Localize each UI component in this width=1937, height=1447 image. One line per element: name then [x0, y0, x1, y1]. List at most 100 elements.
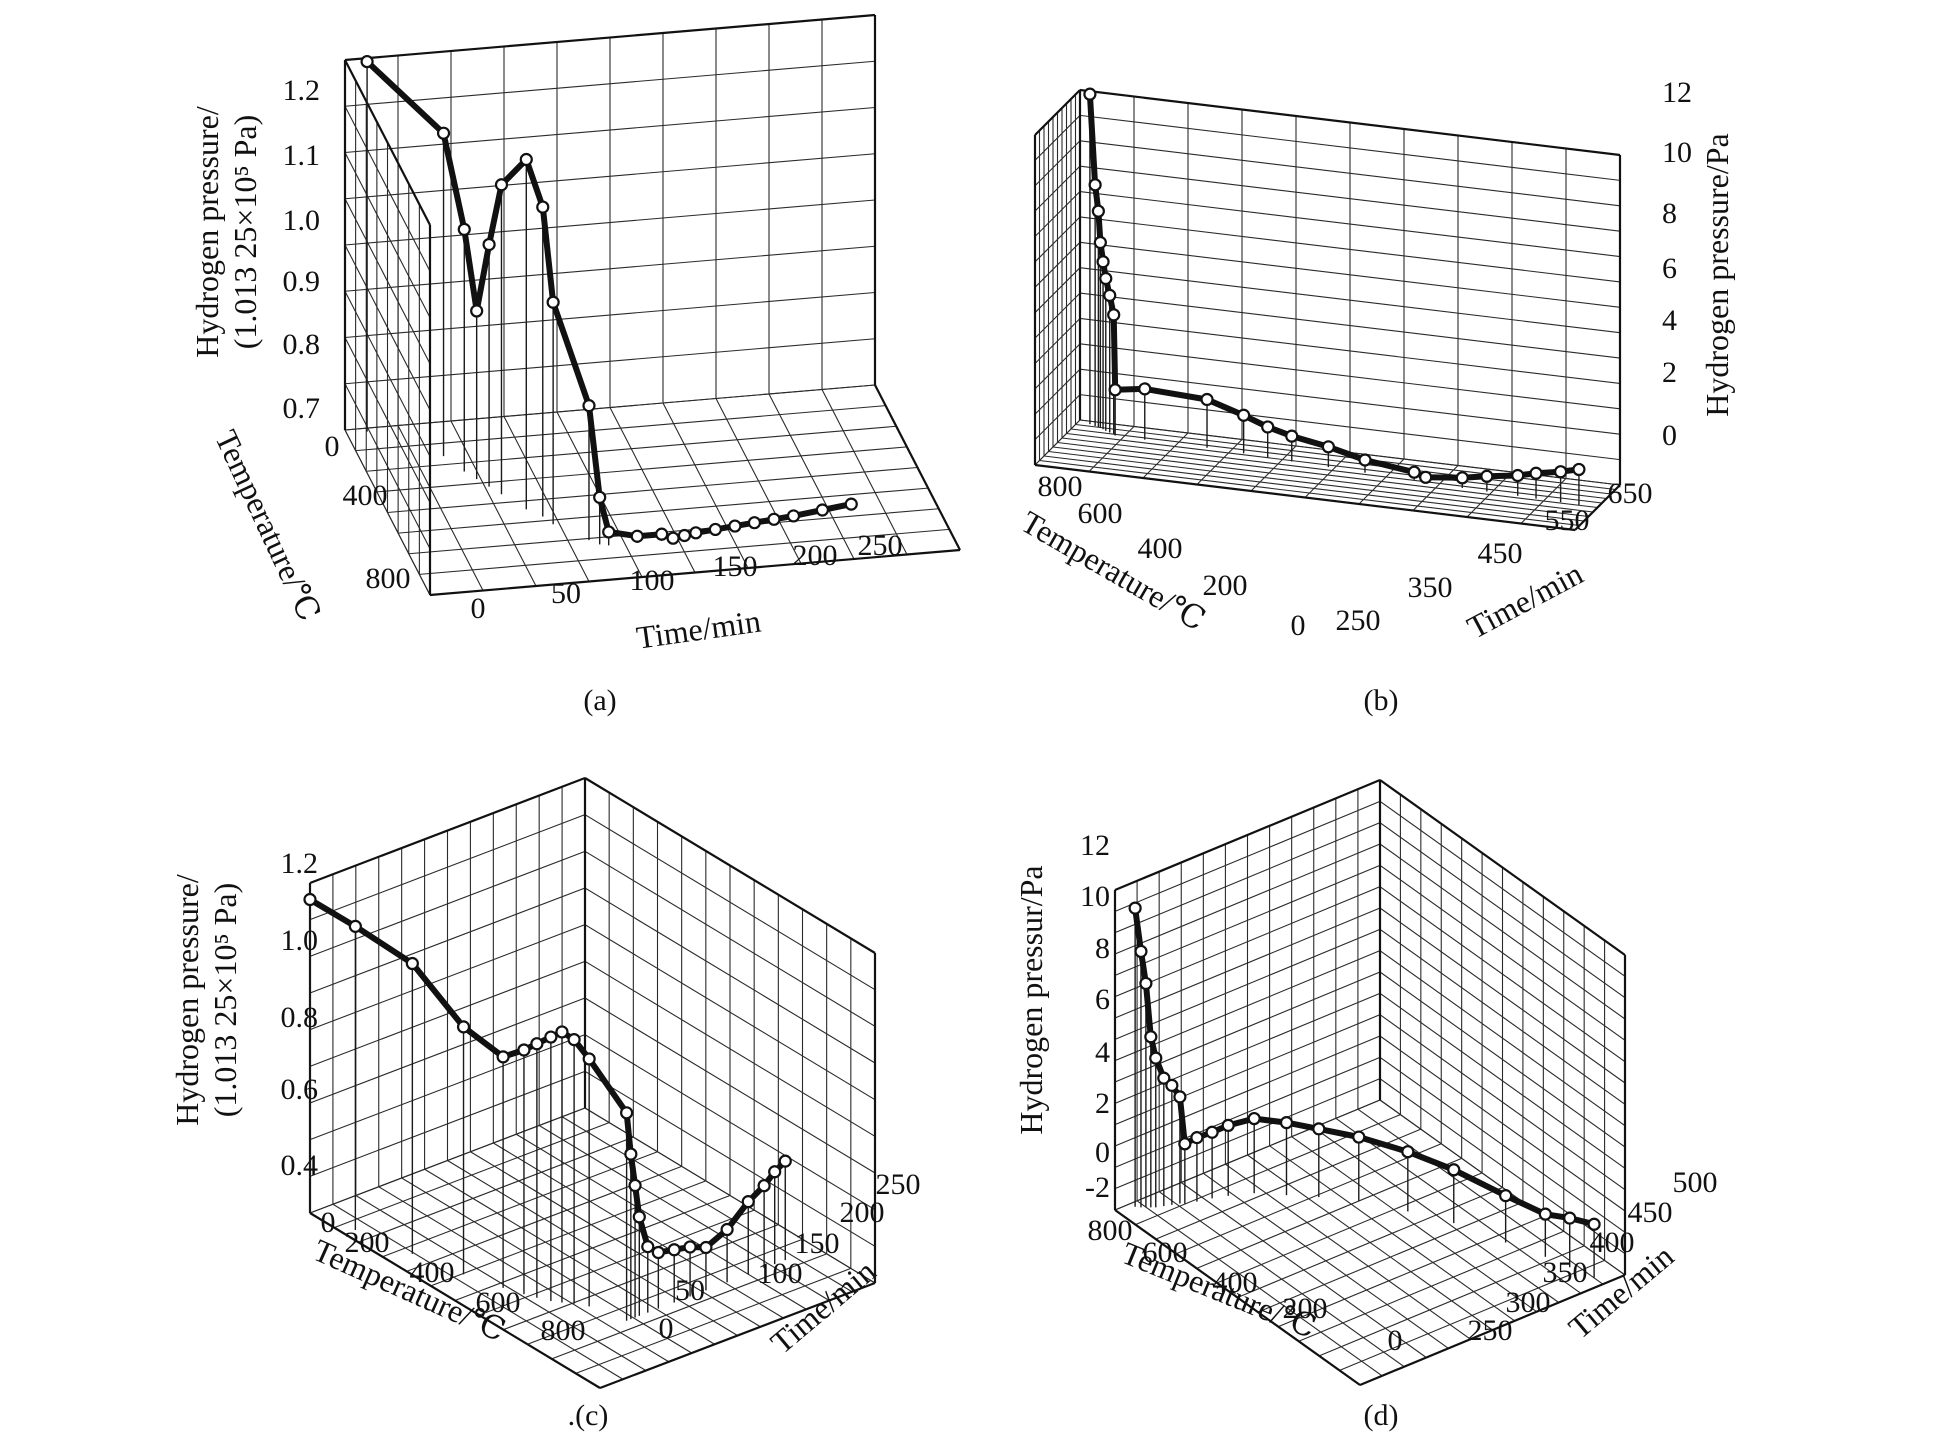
- panel-c-z-tick: 1.0: [281, 924, 319, 957]
- wall-gridline: [1034, 165, 1081, 212]
- panel-d-y-ticks: 250 300 350 400 450 500: [1468, 1166, 1718, 1347]
- wall-gridline: [584, 1070, 876, 1247]
- wall-gridline: [1079, 216, 1621, 283]
- wall-gridline: [1379, 1035, 1626, 1212]
- data-point: [519, 152, 533, 167]
- floor-gridline: [1066, 432, 1607, 500]
- panel-a-z-tick: 0.8: [283, 328, 321, 361]
- data-point: [757, 1179, 771, 1193]
- wall-gridline: [1079, 165, 1621, 232]
- floor-gridline: [401, 1177, 692, 1354]
- panel-b-x-ticks: 250 350 450 550 650: [1336, 477, 1653, 637]
- panel-b-y-tick: 0: [1291, 609, 1306, 642]
- panel-d-y-tick: 350: [1543, 1256, 1588, 1289]
- panel-a-z-tick: 0.9: [283, 265, 321, 298]
- data-point: [768, 1165, 782, 1179]
- panel-c-y-tick: 50: [675, 1274, 705, 1307]
- data-point: [778, 1154, 792, 1168]
- wall-gridline: [1034, 191, 1081, 237]
- panel-c-x-tick: 800: [541, 1314, 586, 1347]
- panel-d-x-tick: 400: [1213, 1266, 1258, 1299]
- floor-gridline: [1291, 1136, 1537, 1313]
- panel-c-y-tick: 250: [876, 1168, 921, 1201]
- data-point: [1563, 1211, 1577, 1225]
- data-point: [1352, 1130, 1366, 1144]
- data-point: [624, 1147, 638, 1161]
- panel-a-z-tick: 1.0: [283, 204, 321, 237]
- box-edge: [1379, 779, 1626, 956]
- floor-gridline: [1048, 450, 1589, 518]
- wall-gridline: [1034, 114, 1081, 161]
- data-point: [1144, 1030, 1158, 1044]
- box-edge: [1034, 89, 1081, 136]
- wall-gridline: [1034, 267, 1081, 314]
- data-point: [1538, 1207, 1552, 1221]
- data-point: [655, 527, 669, 541]
- wall-gridline: [344, 291, 876, 339]
- floor-gridline: [398, 487, 929, 534]
- data-point: [747, 516, 762, 530]
- data-point: [1108, 383, 1122, 397]
- wall-gridline: [1034, 241, 1081, 288]
- wall-gridline: [1079, 267, 1621, 334]
- panel-c-z-tick: 0.8: [281, 1001, 319, 1034]
- data-point: [1138, 382, 1152, 396]
- data-point: [567, 1032, 581, 1047]
- wall-gridline: [584, 887, 876, 1064]
- data-point: [582, 399, 596, 413]
- wall-gridline: [1379, 1056, 1626, 1233]
- data-point: [602, 525, 616, 539]
- box-edge: [1114, 1209, 1361, 1386]
- data-point: [1529, 466, 1543, 480]
- data-point: [470, 304, 484, 318]
- data-point: [1554, 465, 1568, 479]
- panel-b-x-tick: 250: [1336, 604, 1381, 637]
- wall-gridline: [344, 153, 876, 200]
- data-point: [1139, 976, 1153, 991]
- panel-a-y-tick: 800: [366, 562, 411, 595]
- wall-gridline: [1114, 864, 1381, 976]
- panel-d-z-tick: 2: [1095, 1087, 1110, 1120]
- panel-a-z-ticks: 1.2 1.1 1.0 0.9 0.8 0.7: [283, 74, 321, 425]
- panel-a-zlabel-line2: (1.013 25×10⁵ Pa): [227, 115, 263, 350]
- box-edge: [429, 548, 961, 597]
- panel-d-z-tick: -2: [1085, 1171, 1110, 1204]
- data-point: [628, 1178, 642, 1193]
- floor-gridline: [1057, 441, 1598, 509]
- wall-gridline: [1114, 928, 1381, 1040]
- data-point: [1447, 1163, 1461, 1177]
- data-point: [667, 1243, 681, 1257]
- panel-a-caption: (a): [583, 684, 616, 717]
- wall-gridline: [344, 429, 431, 596]
- panel-b-y-tick: 600: [1078, 497, 1123, 530]
- data-point: [1455, 471, 1469, 485]
- box-edge: [1034, 463, 1576, 532]
- floor-gridline: [515, 1133, 807, 1310]
- wall-gridline: [1114, 1035, 1381, 1147]
- panel-d-y-tick: 250: [1468, 1314, 1513, 1347]
- panel-a-x-tick: 100: [630, 564, 675, 597]
- data-point: [1237, 408, 1251, 422]
- data-point: [1091, 204, 1105, 218]
- wall-gridline: [1034, 292, 1081, 339]
- floor-gridline: [387, 466, 918, 514]
- wall-gridline: [1114, 1014, 1381, 1126]
- panel-b-z-tick: 8: [1662, 197, 1677, 230]
- floor-gridline: [1203, 1172, 1449, 1349]
- data-point: [1134, 944, 1148, 959]
- panel-c-x-tick: 400: [410, 1256, 455, 1289]
- panel-b-points: [1083, 87, 1586, 485]
- box-edge: [1574, 484, 1621, 531]
- floor-gridline: [424, 1168, 715, 1345]
- wall-gridline: [584, 997, 876, 1174]
- panel-c-z-tick: 0.6: [281, 1073, 319, 1106]
- data-point: [1157, 1071, 1171, 1085]
- data-point: [1401, 1145, 1415, 1159]
- panel-c-y-tick: 100: [758, 1257, 803, 1290]
- box-edge: [344, 13, 876, 62]
- wall-gridline: [584, 814, 876, 991]
- floor-gridline: [1075, 423, 1616, 491]
- wall-gridline: [1079, 368, 1621, 435]
- panel-c: 1.2 1.0 0.8 0.6 0.4 0 200 400 600 800 0 …: [169, 776, 921, 1432]
- data-point: [546, 295, 560, 309]
